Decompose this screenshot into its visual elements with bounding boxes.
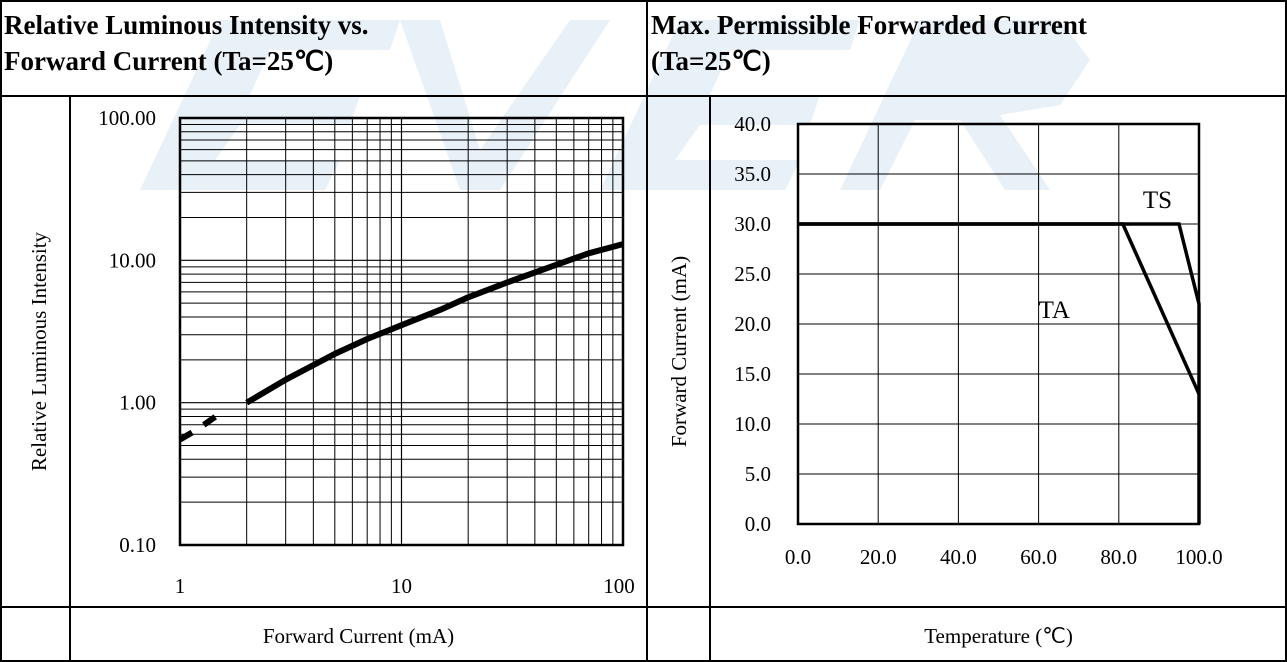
right-xlabel: Temperature (℃): [924, 624, 1073, 648]
right-x-tick-label: 100.0: [1175, 545, 1222, 569]
right-y-tick-label: 35.0: [734, 162, 771, 186]
right-title-line2: (Ta=25℃): [651, 46, 771, 76]
left-x-tick-label: 100: [603, 574, 635, 598]
right-title: Max. Permissible Forwarded Current (Ta=2…: [647, 0, 1287, 96]
right-x-tick-label: 60.0: [1020, 545, 1057, 569]
left-y-tick-label: 1.00: [119, 391, 156, 415]
right-y-tick-label: 40.0: [734, 112, 771, 136]
left-x-tick-label: 1: [175, 574, 186, 598]
left-title-line1: Relative Luminous Intensity vs.: [4, 10, 369, 40]
right-y-tick-label: 10.0: [734, 412, 771, 436]
left-title-line2: Forward Current (Ta=25℃): [4, 46, 334, 76]
right-series-line-ts: [798, 222, 1201, 524]
right-y-tick-label: 20.0: [734, 312, 771, 336]
right-y-tick-label: 15.0: [734, 362, 771, 386]
right-y-tick-label: 30.0: [734, 212, 771, 236]
left-y-tick-label: 0.10: [119, 533, 156, 557]
right-y-tick-label: 25.0: [734, 262, 771, 286]
left-y-tick-label: 10.00: [109, 248, 156, 272]
left-title: Relative Luminous Intensity vs. Forward …: [0, 0, 647, 96]
right-y-tick-label: 0.0: [745, 512, 771, 536]
right-x-tick-label: 40.0: [940, 545, 977, 569]
right-x-tick-label: 20.0: [860, 545, 897, 569]
left-plot-frame: [178, 116, 625, 547]
right-title-line1: Max. Permissible Forwarded Current: [651, 10, 1087, 40]
right-x-tick-label: 0.0: [785, 545, 811, 569]
right-x-tick-label: 80.0: [1100, 545, 1137, 569]
right-y-tick-label: 5.0: [745, 462, 771, 486]
left-series-line-2: [245, 241, 624, 406]
right-series-line-ta: [798, 222, 1201, 395]
left-x-tick-label: 10: [391, 574, 412, 598]
left-xlabel: Forward Current (mA): [262, 624, 455, 648]
right-series-label-ta: TA: [1039, 297, 1070, 324]
right-series-label-ts: TS: [1143, 187, 1172, 214]
left-series-line-1: [178, 406, 228, 443]
left-y-tick-label: 100.00: [98, 106, 156, 130]
